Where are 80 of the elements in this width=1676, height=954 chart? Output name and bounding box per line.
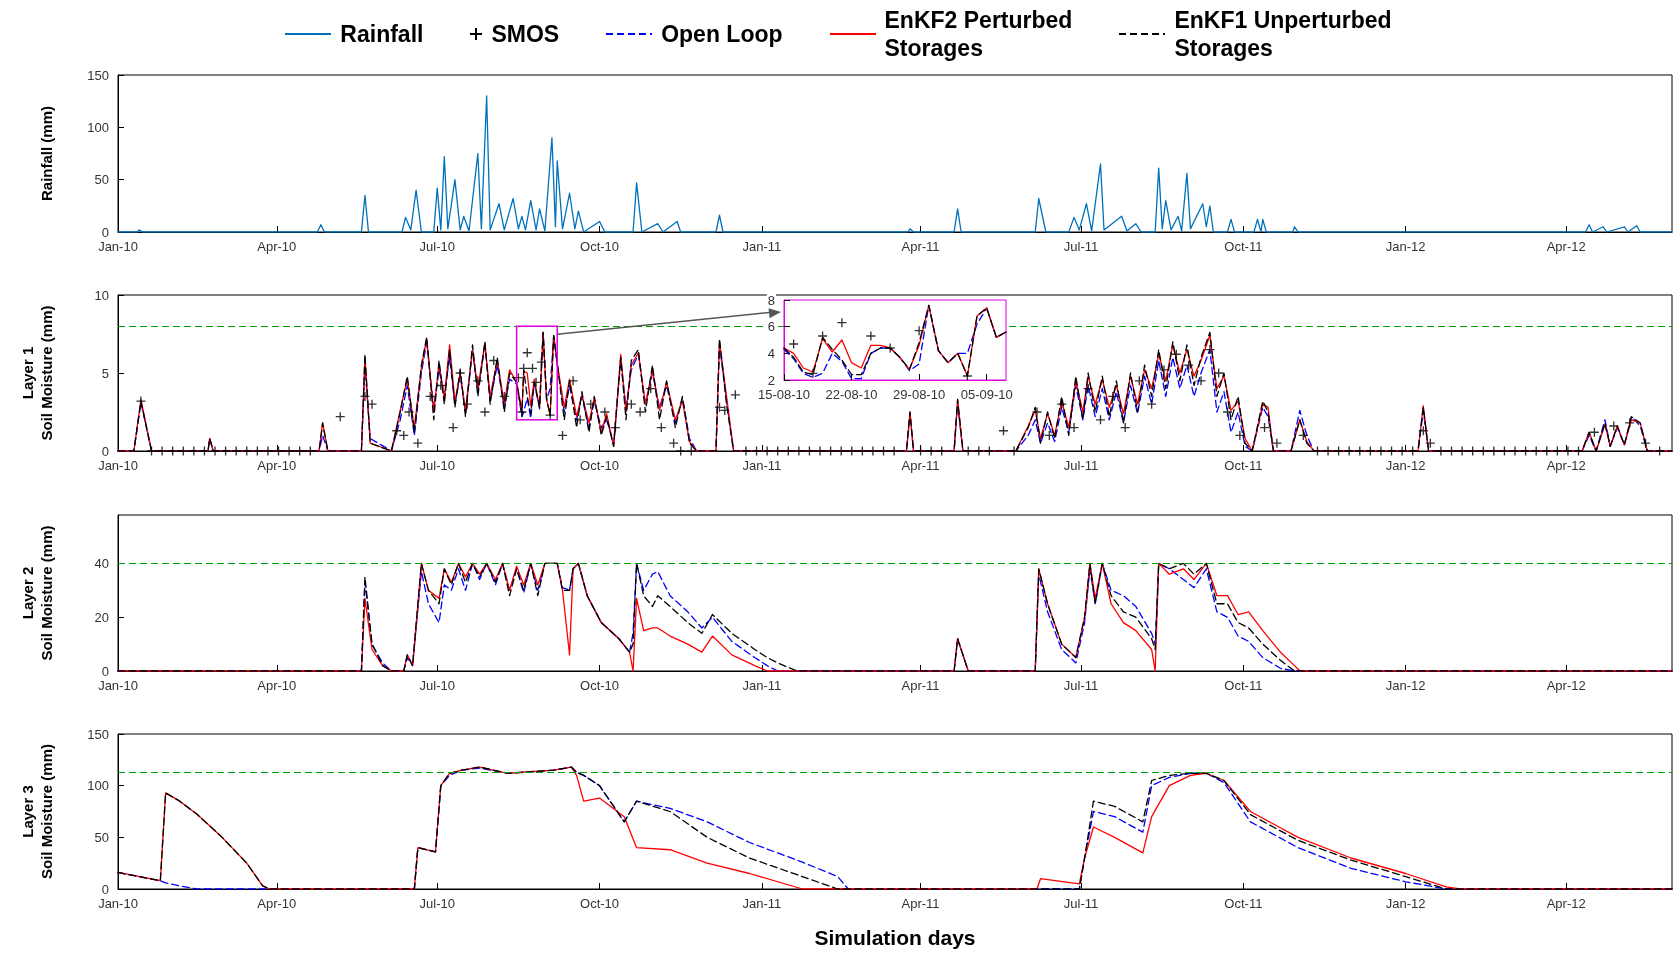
y-tick-label: 0 [101,881,109,897]
y-tick-label: 20 [94,609,109,625]
x-tick-label: Jan-12 [1385,239,1426,254]
x-tick-label: Jan-10 [98,896,138,911]
x-tick-label: Apr-10 [257,458,297,473]
x-tick-label: Jan-12 [1385,458,1426,473]
x-tick-label: Oct-10 [580,678,620,693]
x-tick-label: Jul-10 [419,896,455,911]
y-tick-label: 100 [87,778,109,794]
legend-label: EnKF1 Unperturbed Storages [1174,6,1392,62]
point [866,331,876,341]
legend-label: SMOS [491,20,560,48]
point [789,339,799,349]
x-tick-label: Apr-11 [901,678,940,693]
x-tick-label: Apr-12 [1546,239,1586,254]
x-tick-label: Jul-10 [419,678,455,693]
x-tick-label: Oct-10 [580,896,620,911]
x-tick-label: Jan-10 [98,239,138,254]
x-tick-label: Jul-10 [419,239,455,254]
x-tick-label: Jan-12 [1385,896,1426,911]
x-tick-label: Oct-11 [1224,678,1263,693]
x-tick-label: Apr-11 [901,458,940,473]
x-tick-label: Apr-11 [901,239,940,254]
x-tick-label: Oct-10 [580,239,620,254]
y-tick-label: 0 [101,224,109,240]
x-tick-label: Jul-11 [1063,458,1099,473]
x-tick-label: Jan-12 [1385,678,1426,693]
x-tick-label: Jul-11 [1063,678,1099,693]
y-tick-label: 2 [767,372,775,388]
y-tick-label: 5 [101,365,109,381]
y-tick-label: 10 [94,287,109,303]
point [818,331,828,341]
x-tick-label: Apr-11 [901,896,940,911]
y-tick-label: 4 [767,345,775,361]
x-tick-label: Apr-12 [1546,458,1586,473]
legend-label: EnKF2 Perturbed Storages [884,6,1073,62]
x-tick-label: Jan-11 [742,239,782,254]
y-tick-label: 50 [94,172,109,188]
point [837,318,847,328]
y-axis-title: Layer 1 Soil Moisture (mm) [19,305,55,441]
y-tick-label: 0 [101,443,109,459]
y-tick-label: 100 [87,119,109,135]
x-tick-label: 22-08-10 [825,387,878,402]
x-tick-label: 05-09-10 [960,387,1013,402]
point [808,368,818,378]
x-tick-label: Jan-11 [742,896,782,911]
y-tick-label: 6 [767,319,775,335]
point [914,326,924,336]
x-tick-label: Apr-12 [1546,678,1586,693]
x-tick-label: Apr-10 [257,678,297,693]
x-tick-label: 29-08-10 [893,387,946,402]
x-tick-label: Oct-11 [1224,896,1263,911]
x-tick-label: Jul-11 [1063,896,1099,911]
x-tick-label: Jan-11 [742,458,782,473]
y-axis-title: Rainfall (mm) [38,105,55,202]
y-axis-title: Layer 2 Soil Moisture (mm) [19,525,55,661]
x-tick-label: Oct-11 [1224,458,1263,473]
x-tick-label: Jan-11 [742,678,782,693]
point [885,343,895,353]
x-tick-label: Apr-12 [1546,896,1586,911]
x-tick-label: Apr-10 [257,239,297,254]
x-tick-label: 15-08-10 [757,387,811,402]
y-tick-label: 150 [87,67,109,83]
y-tick-label: 40 [94,555,109,571]
y-tick-label: 8 [767,292,775,308]
y-tick-label: 150 [87,726,109,742]
x-tick-label: Oct-10 [580,458,620,473]
x-axis-title: Simulation days [814,926,976,949]
y-tick-label: 50 [94,829,109,845]
y-axis-title: Layer 3 Soil Moisture (mm) [19,743,55,880]
x-tick-label: Jul-11 [1063,239,1099,254]
point [962,371,972,381]
x-tick-label: Oct-11 [1224,239,1263,254]
legend-label: Rainfall [340,20,424,48]
x-tick-label: Jan-10 [98,678,138,693]
legend-label: Open Loop [661,20,783,48]
x-tick-label: Jul-10 [419,458,455,473]
y-tick-label: 0 [101,663,109,679]
x-tick-label: Apr-10 [257,896,297,911]
x-tick-label: Jan-10 [98,458,138,473]
